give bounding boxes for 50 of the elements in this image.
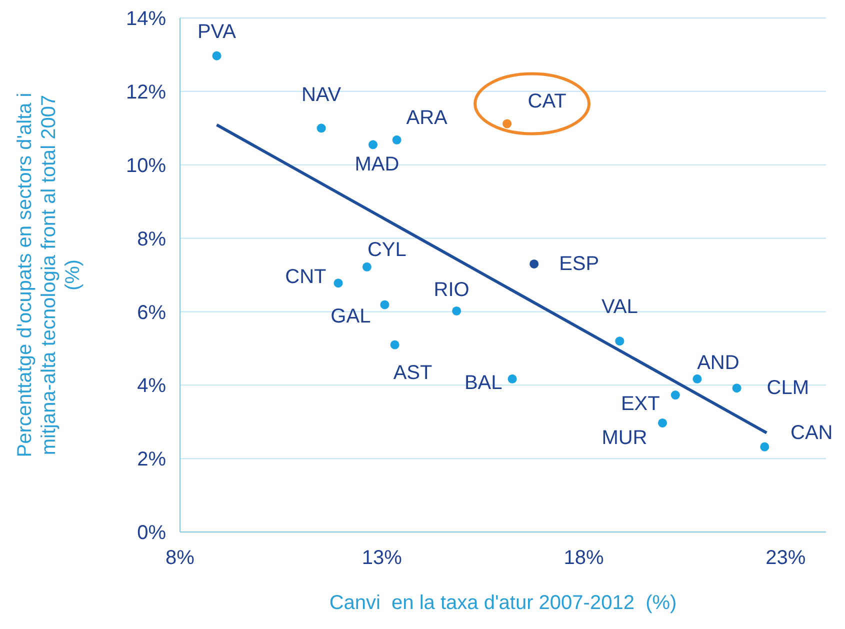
data-label: GAL <box>330 306 371 328</box>
point <box>615 336 624 346</box>
data-label: ESP <box>559 252 600 275</box>
data-label: CAT <box>528 90 566 113</box>
y-tick-label: 14% <box>126 8 166 30</box>
point <box>502 119 512 128</box>
point <box>670 390 680 400</box>
point <box>508 374 517 384</box>
data-label: VAL <box>602 296 638 318</box>
y-axis-title: Percenttatge d'ocupats en sectors d'alta i mitjana-alta tecnologia front al total 2007 (%) <box>14 92 84 458</box>
point <box>362 262 372 272</box>
y-tick-label: 10% <box>126 154 166 177</box>
y-tick-label: 12% <box>126 82 166 104</box>
data-label: NAV <box>301 84 342 106</box>
point <box>658 418 667 428</box>
data-label: CLM <box>766 377 810 400</box>
point <box>212 51 222 60</box>
y-tick-label: 2% <box>137 448 166 471</box>
data-label: BAL <box>464 372 502 394</box>
data-label: PVA <box>197 20 237 43</box>
data-label: MAD <box>354 154 400 176</box>
y-tick-label: 4% <box>137 375 166 398</box>
x-tick-label: 18% <box>564 547 604 570</box>
point <box>380 300 390 310</box>
data-label: AND <box>697 352 740 374</box>
y-tick-label: 8% <box>137 228 166 250</box>
data-label: ARA <box>406 106 448 129</box>
y-tick-label: 6% <box>137 302 166 324</box>
data-label: EXT <box>620 393 660 416</box>
point <box>530 259 539 268</box>
point <box>692 374 702 384</box>
data-label: MUR <box>602 426 648 449</box>
x-axis-title: Canvi en la taxa d'atur 2007-2012 (%) <box>328 592 678 615</box>
point <box>392 135 402 144</box>
point <box>334 278 343 288</box>
point <box>390 340 400 350</box>
data-label: CAN <box>790 422 833 444</box>
data-label: CNT <box>285 266 326 288</box>
point <box>732 384 742 393</box>
y-tick-label: 0% <box>137 522 166 544</box>
x-tick-label: 8% <box>166 547 195 570</box>
data-label: RIO <box>434 278 470 301</box>
data-label: AST <box>393 362 432 384</box>
x-tick-label: 23% <box>766 547 806 570</box>
point <box>316 124 326 133</box>
data-label: CYL <box>367 238 406 261</box>
point <box>760 442 770 452</box>
point <box>452 306 462 316</box>
x-tick-label: 13% <box>362 547 402 570</box>
point <box>368 140 378 150</box>
